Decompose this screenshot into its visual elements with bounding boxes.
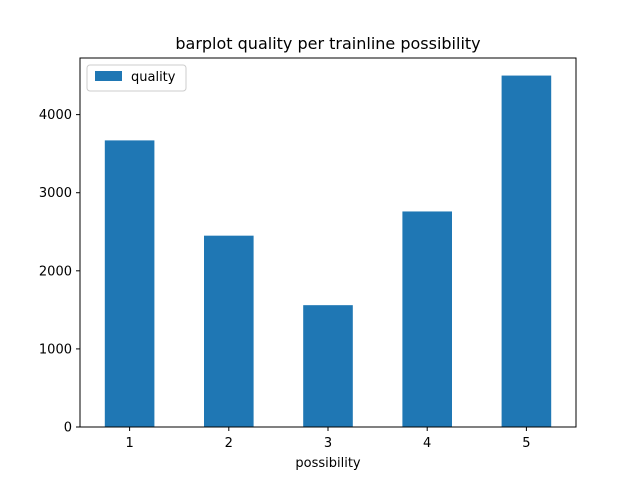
bar-3 <box>303 305 353 427</box>
chart-title: barplot quality per trainline possibilit… <box>175 34 480 53</box>
x-tick-label: 5 <box>522 436 530 451</box>
x-tick-label: 4 <box>423 436 431 451</box>
y-tick-label: 2000 <box>39 264 72 279</box>
y-tick-label: 0 <box>64 421 72 436</box>
bars-group <box>104 75 552 427</box>
y-tick-label: 1000 <box>39 342 72 357</box>
legend: quality <box>86 64 187 92</box>
y-tick-label: 3000 <box>39 186 72 201</box>
ticks-group: 1 2 3 4 5 0 1000 2000 3000 4000 <box>39 108 531 451</box>
plot-frame <box>79 57 577 428</box>
bar-2 <box>204 235 254 427</box>
legend-swatch <box>95 71 122 81</box>
x-tick-label: 3 <box>324 436 332 451</box>
x-tick-label: 1 <box>125 436 133 451</box>
x-tick-label: 2 <box>225 436 233 451</box>
bar-4 <box>402 211 452 427</box>
bar-1 <box>104 140 155 427</box>
bar-5 <box>501 75 552 427</box>
y-tick-label: 4000 <box>39 108 72 123</box>
x-axis-label: possibility <box>295 456 361 471</box>
legend-label: quality <box>131 70 176 85</box>
